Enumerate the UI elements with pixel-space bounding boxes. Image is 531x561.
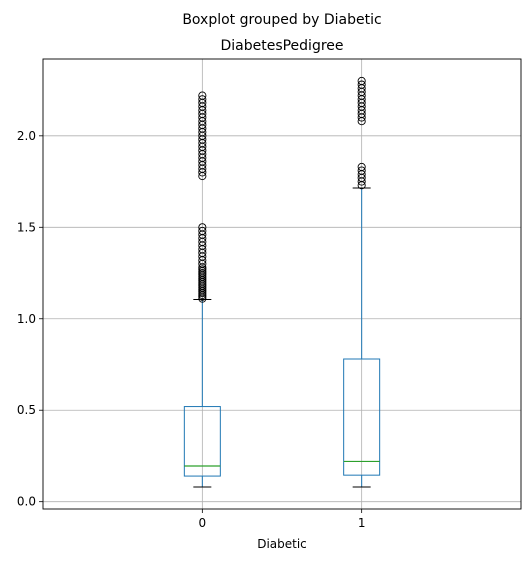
- iqr-box: [343, 358, 381, 476]
- outlier-point: [198, 91, 207, 100]
- grid-layer: [43, 59, 521, 509]
- x-axis-label: Diabetic: [257, 537, 307, 551]
- chart-title: DiabetesPedigree: [220, 38, 343, 54]
- y-tick-label: 0.0: [17, 495, 36, 509]
- x-tick-label: 0: [199, 516, 207, 530]
- outlier-point: [198, 226, 207, 236]
- x-tick-label: 1: [358, 516, 366, 530]
- outlier-point: [198, 223, 207, 232]
- plot-layer: [183, 76, 381, 488]
- chart-suptitle: Boxplot grouped by Diabetic: [182, 12, 381, 28]
- outlier-point: [357, 162, 366, 171]
- plot-frame: [42, 58, 522, 510]
- outlier-point: [357, 80, 366, 89]
- box-group-0: [183, 91, 221, 488]
- y-tick-label: 1.0: [17, 312, 36, 326]
- axis-layer: 0.0 0.5 1.0 1.5 2.0 0 1: [17, 129, 366, 530]
- y-tick-label: 0.5: [17, 403, 36, 417]
- box-group-1: [343, 76, 381, 488]
- y-tick-label: 1.5: [17, 220, 36, 234]
- outlier-point: [357, 166, 366, 175]
- outlier-point: [198, 95, 207, 104]
- iqr-box: [183, 406, 221, 477]
- y-tick-label: 2.0: [17, 129, 36, 143]
- outlier-point: [357, 76, 366, 86]
